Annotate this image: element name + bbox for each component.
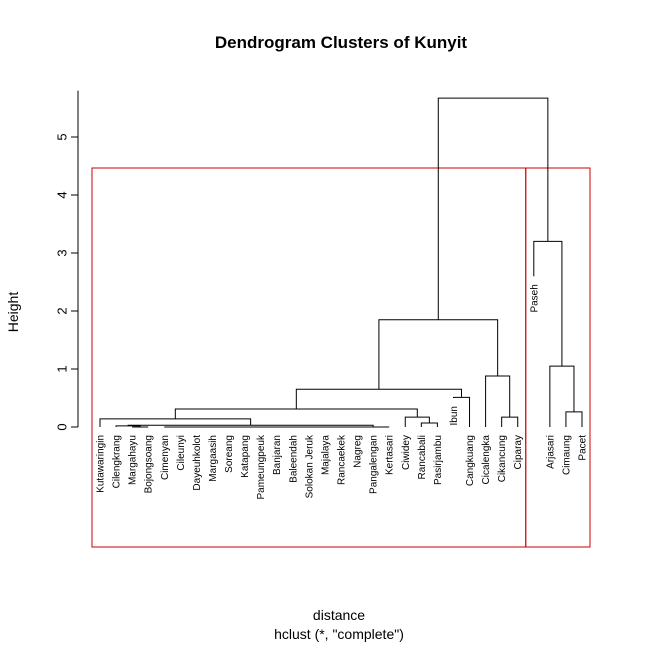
leaf-label: Cimaung bbox=[561, 435, 572, 475]
leaf-label: Margahayu bbox=[128, 435, 139, 485]
dendrogram-branch bbox=[485, 375, 511, 427]
leaf-label: Ibun bbox=[449, 406, 460, 425]
dendrogram-branch bbox=[378, 319, 499, 390]
leaf-label: Pameungpeuk bbox=[256, 434, 267, 499]
leaf-label: Katapang bbox=[240, 435, 251, 478]
y-tick-label: 3 bbox=[55, 249, 70, 256]
cluster-rectangle bbox=[525, 167, 591, 548]
leaf-label: Baleendah bbox=[288, 435, 299, 483]
leaf-label: Cicalengka bbox=[481, 435, 492, 485]
cluster-rectangles bbox=[91, 167, 591, 548]
leaf-label: Kertasari bbox=[385, 435, 396, 475]
leaf-label: Kutawaringin bbox=[96, 435, 107, 493]
dendrogram-branches bbox=[99, 97, 583, 428]
leaf-label: Soreang bbox=[224, 435, 235, 473]
leaf-label: Pangalengan bbox=[369, 435, 380, 494]
leaf-label: Arjasari bbox=[545, 435, 556, 469]
leaf-label: Solokan Jeruk bbox=[304, 434, 315, 498]
y-tick-label: 1 bbox=[55, 365, 70, 372]
leaf-label: Ciparay bbox=[513, 435, 524, 469]
leaf-label: Pasirjambu bbox=[433, 435, 444, 485]
leaf-label: Bojongsoang bbox=[144, 435, 155, 493]
dendrogram-branch bbox=[420, 422, 438, 427]
leaf-label: Dayeuhkolot bbox=[192, 435, 203, 491]
leaf-labels: Kutawaringin Cilengkrang Margahayu Bojongso… bbox=[96, 284, 589, 499]
y-tick-label: 4 bbox=[55, 191, 70, 198]
leaf-label: Banjaran bbox=[272, 435, 283, 475]
leaf-label: Ciwidey bbox=[401, 435, 412, 470]
leaf-label: Cileunyi bbox=[176, 435, 187, 471]
leaf-label: Cilengkrang bbox=[112, 435, 123, 488]
y-tick-label: 2 bbox=[55, 307, 70, 314]
leaf-label: Rancaekek bbox=[337, 434, 348, 485]
dendrogram-branch bbox=[437, 97, 549, 320]
y-axis-title: Height bbox=[5, 292, 21, 333]
leaf-label: Majalaya bbox=[320, 435, 331, 475]
leaf-label: Cangkuang bbox=[465, 435, 476, 486]
x-axis-title: distance bbox=[313, 607, 365, 623]
y-axis: 0 1 2 3 4 5 bbox=[55, 90, 79, 431]
leaf-label: Paseh bbox=[529, 284, 540, 312]
leaf-label: Pacet bbox=[578, 435, 589, 461]
dendrogram-branch bbox=[404, 416, 430, 427]
leaf-label: Rancabali bbox=[417, 435, 428, 479]
leaf-label: Nagreg bbox=[353, 435, 364, 468]
leaf-label: Margaasih bbox=[208, 435, 219, 482]
dendrogram-branch bbox=[174, 408, 418, 419]
y-tick-label: 0 bbox=[55, 423, 70, 430]
dendrogram-branch bbox=[295, 388, 462, 410]
dendrogram-branch bbox=[549, 365, 575, 427]
leaf-label: Cikancung bbox=[497, 435, 508, 482]
dendrogram-branch bbox=[501, 416, 519, 427]
chart-title: Dendrogram Clusters of Kunyit bbox=[215, 33, 468, 52]
dendrogram-branch bbox=[565, 411, 583, 427]
y-tick-label: 5 bbox=[55, 133, 70, 140]
method-subtitle: hclust (*, "complete") bbox=[274, 626, 404, 642]
leaf-label: Cimenyan bbox=[160, 435, 171, 480]
